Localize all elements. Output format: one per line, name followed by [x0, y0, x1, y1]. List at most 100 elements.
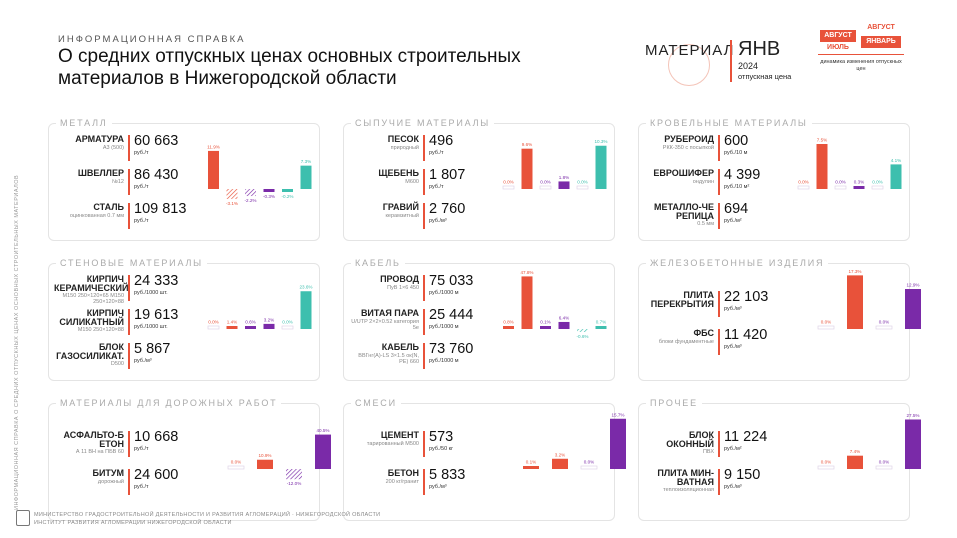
data-label: 0.0% — [798, 180, 808, 185]
bar — [853, 186, 865, 189]
bar — [245, 326, 256, 329]
price-value: 22 103 — [724, 289, 769, 305]
data-label: 7.3% — [301, 159, 311, 164]
material-spec: ПВХ — [702, 449, 714, 455]
legend-separator — [730, 40, 732, 82]
price-value: 11 420 — [724, 327, 768, 343]
price-value: 573 — [429, 429, 454, 445]
panel-roofing: КРОВЕЛЬНЫЕ МАТЕРИАЛЫ РУБЕРОИД РКК-350 с по… — [638, 118, 910, 241]
price-value: 600 — [724, 133, 749, 149]
material-item: ПЛИТА ПЕРЕКРЫТИЯ 22 103 руб./м³ — [638, 289, 788, 321]
price-unit: руб./т — [134, 484, 149, 490]
panel-mixes: СМЕСИ ЦЕМЕНТ тарированный М500 573 руб./50 к… — [343, 398, 626, 521]
data-label: 0.0% — [821, 320, 831, 325]
accent-divider — [128, 469, 130, 495]
bar — [905, 419, 921, 469]
accent-divider — [718, 291, 720, 317]
price-value: 10 668 — [134, 429, 179, 445]
price-unit: руб./м² — [724, 218, 742, 224]
material-name: СТАЛЬ — [93, 202, 124, 212]
price-unit: руб./м² — [724, 446, 742, 452]
data-label: 0.0% — [208, 320, 218, 325]
panel-title: ПРОЧЕЕ — [646, 398, 702, 408]
data-label: 6.4% — [559, 315, 569, 320]
data-label: 7.4% — [850, 449, 860, 454]
change-chart: 0.0% 17.3% 0.0% 12.9% — [817, 269, 921, 330]
panel-border — [48, 123, 320, 241]
material-item: КИРПИЧ СИЛИКАТНЫЙ М150 250×120×88 19 613 ру… — [48, 307, 198, 339]
material-name: ПЛИТА ПЕРЕКРЫТИЯ — [650, 290, 714, 309]
data-label: 0.0% — [879, 460, 889, 465]
legend-month: ЯНВ — [738, 38, 781, 60]
material-spec: М150 250×120×65 М150 250×120×88 — [62, 293, 124, 305]
data-label: 47.8% — [520, 270, 533, 275]
panel-border — [343, 263, 615, 381]
bar — [540, 326, 551, 329]
data-label: 23.6% — [299, 285, 312, 290]
legend-jul: ИЮЛЬ — [827, 44, 849, 51]
material-item: АРМАТУРА А3 (500) 60 663 руб./т — [48, 133, 198, 165]
material-name: БЛОК ОКОННЫЙ — [666, 430, 714, 449]
footer-line-2: ИНСТИТУТ РАЗВИТИЯ АГЛОМЕРАЦИИ НИЖЕГОРОДС… — [34, 520, 232, 526]
material-spec: блоки фундаментные — [658, 339, 714, 345]
price-unit: руб./1000 м — [429, 290, 459, 296]
accent-divider — [423, 309, 425, 335]
material-spec: М150 250×120×88 — [77, 327, 124, 333]
ruble-logo-icon — [668, 44, 710, 86]
footer-logo-icon — [16, 510, 30, 526]
accent-divider — [423, 469, 425, 495]
accent-divider — [128, 431, 130, 457]
material-name: ПРОВОД — [380, 274, 419, 284]
panel-title: СМЕСИ — [351, 398, 401, 408]
panel-title: КАБЕЛЬ — [351, 258, 405, 268]
data-label: -0.3% — [263, 194, 275, 199]
bar — [577, 329, 588, 332]
price-value: 73 760 — [429, 341, 474, 357]
accent-divider — [128, 343, 130, 369]
price-value: 5 833 — [429, 467, 466, 483]
accent-divider — [128, 275, 130, 301]
material-name: АСФАЛЬТО-БЕТОН — [63, 430, 124, 449]
material-item: БЛОК ГАЗОСИЛИКАТ. D500 5 867 руб./м³ — [48, 341, 198, 373]
material-item: ВИТАЯ ПАРА U/UTP 2×2×0.52 категория 5е 25 … — [343, 307, 493, 339]
price-unit: руб./т — [429, 184, 444, 190]
panel-metal: МЕТАЛЛ АРМАТУРА А3 (500) 60 663 руб./т ШВЕЛЛЕ… — [48, 118, 320, 241]
price-unit: руб./1000 шт. — [134, 290, 168, 296]
price-unit: руб./50 кг — [429, 446, 454, 452]
bar — [610, 418, 626, 469]
bar — [905, 289, 921, 329]
price-value: 5 867 — [134, 341, 171, 357]
price-unit: руб./м³ — [429, 218, 447, 224]
data-label: 0.0% — [503, 180, 513, 185]
data-label: 0.3% — [854, 180, 864, 185]
price-value: 1 807 — [429, 167, 466, 183]
price-value: 86 430 — [134, 167, 179, 183]
accent-divider — [718, 135, 720, 161]
material-name: ГРАВИЙ — [382, 202, 419, 212]
accent-divider — [423, 203, 425, 229]
bar — [263, 323, 275, 329]
change-chart: 0.0% 9.6% 0.0% 1.8% 0.0% 10.3% — [502, 139, 608, 190]
material-name: ЩЕБЕНЬ — [378, 168, 419, 178]
data-label: 0.1% — [540, 320, 550, 325]
data-label: 0.0% — [872, 180, 882, 185]
price-unit: руб./1000 шт. — [134, 324, 168, 330]
legend-line — [818, 54, 904, 55]
bar — [523, 466, 539, 469]
change-chart: 0.0% 7.4% 0.0% 27.5% — [817, 413, 921, 470]
data-label: -0.2% — [281, 194, 293, 199]
data-label: -0.6% — [576, 334, 588, 339]
data-label: 0.7% — [596, 320, 606, 325]
material-spec: керамзитный — [385, 213, 419, 219]
panel-road: МАТЕРИАЛЫ ДЛЯ ДОРОЖНЫХ РАБОТ АСФАЛЬТО-БЕТ… — [48, 398, 331, 521]
bar — [300, 291, 312, 329]
bar — [558, 181, 570, 189]
bar — [281, 325, 294, 330]
material-spec: U/UTP 2×2×0.52 категория 5е — [351, 319, 419, 331]
price-value: 496 — [429, 133, 454, 149]
bar — [257, 459, 273, 469]
data-label: -3.1% — [226, 201, 238, 206]
bar — [558, 321, 570, 329]
data-label: -12.0% — [287, 481, 302, 486]
data-label: 0.0% — [282, 320, 292, 325]
